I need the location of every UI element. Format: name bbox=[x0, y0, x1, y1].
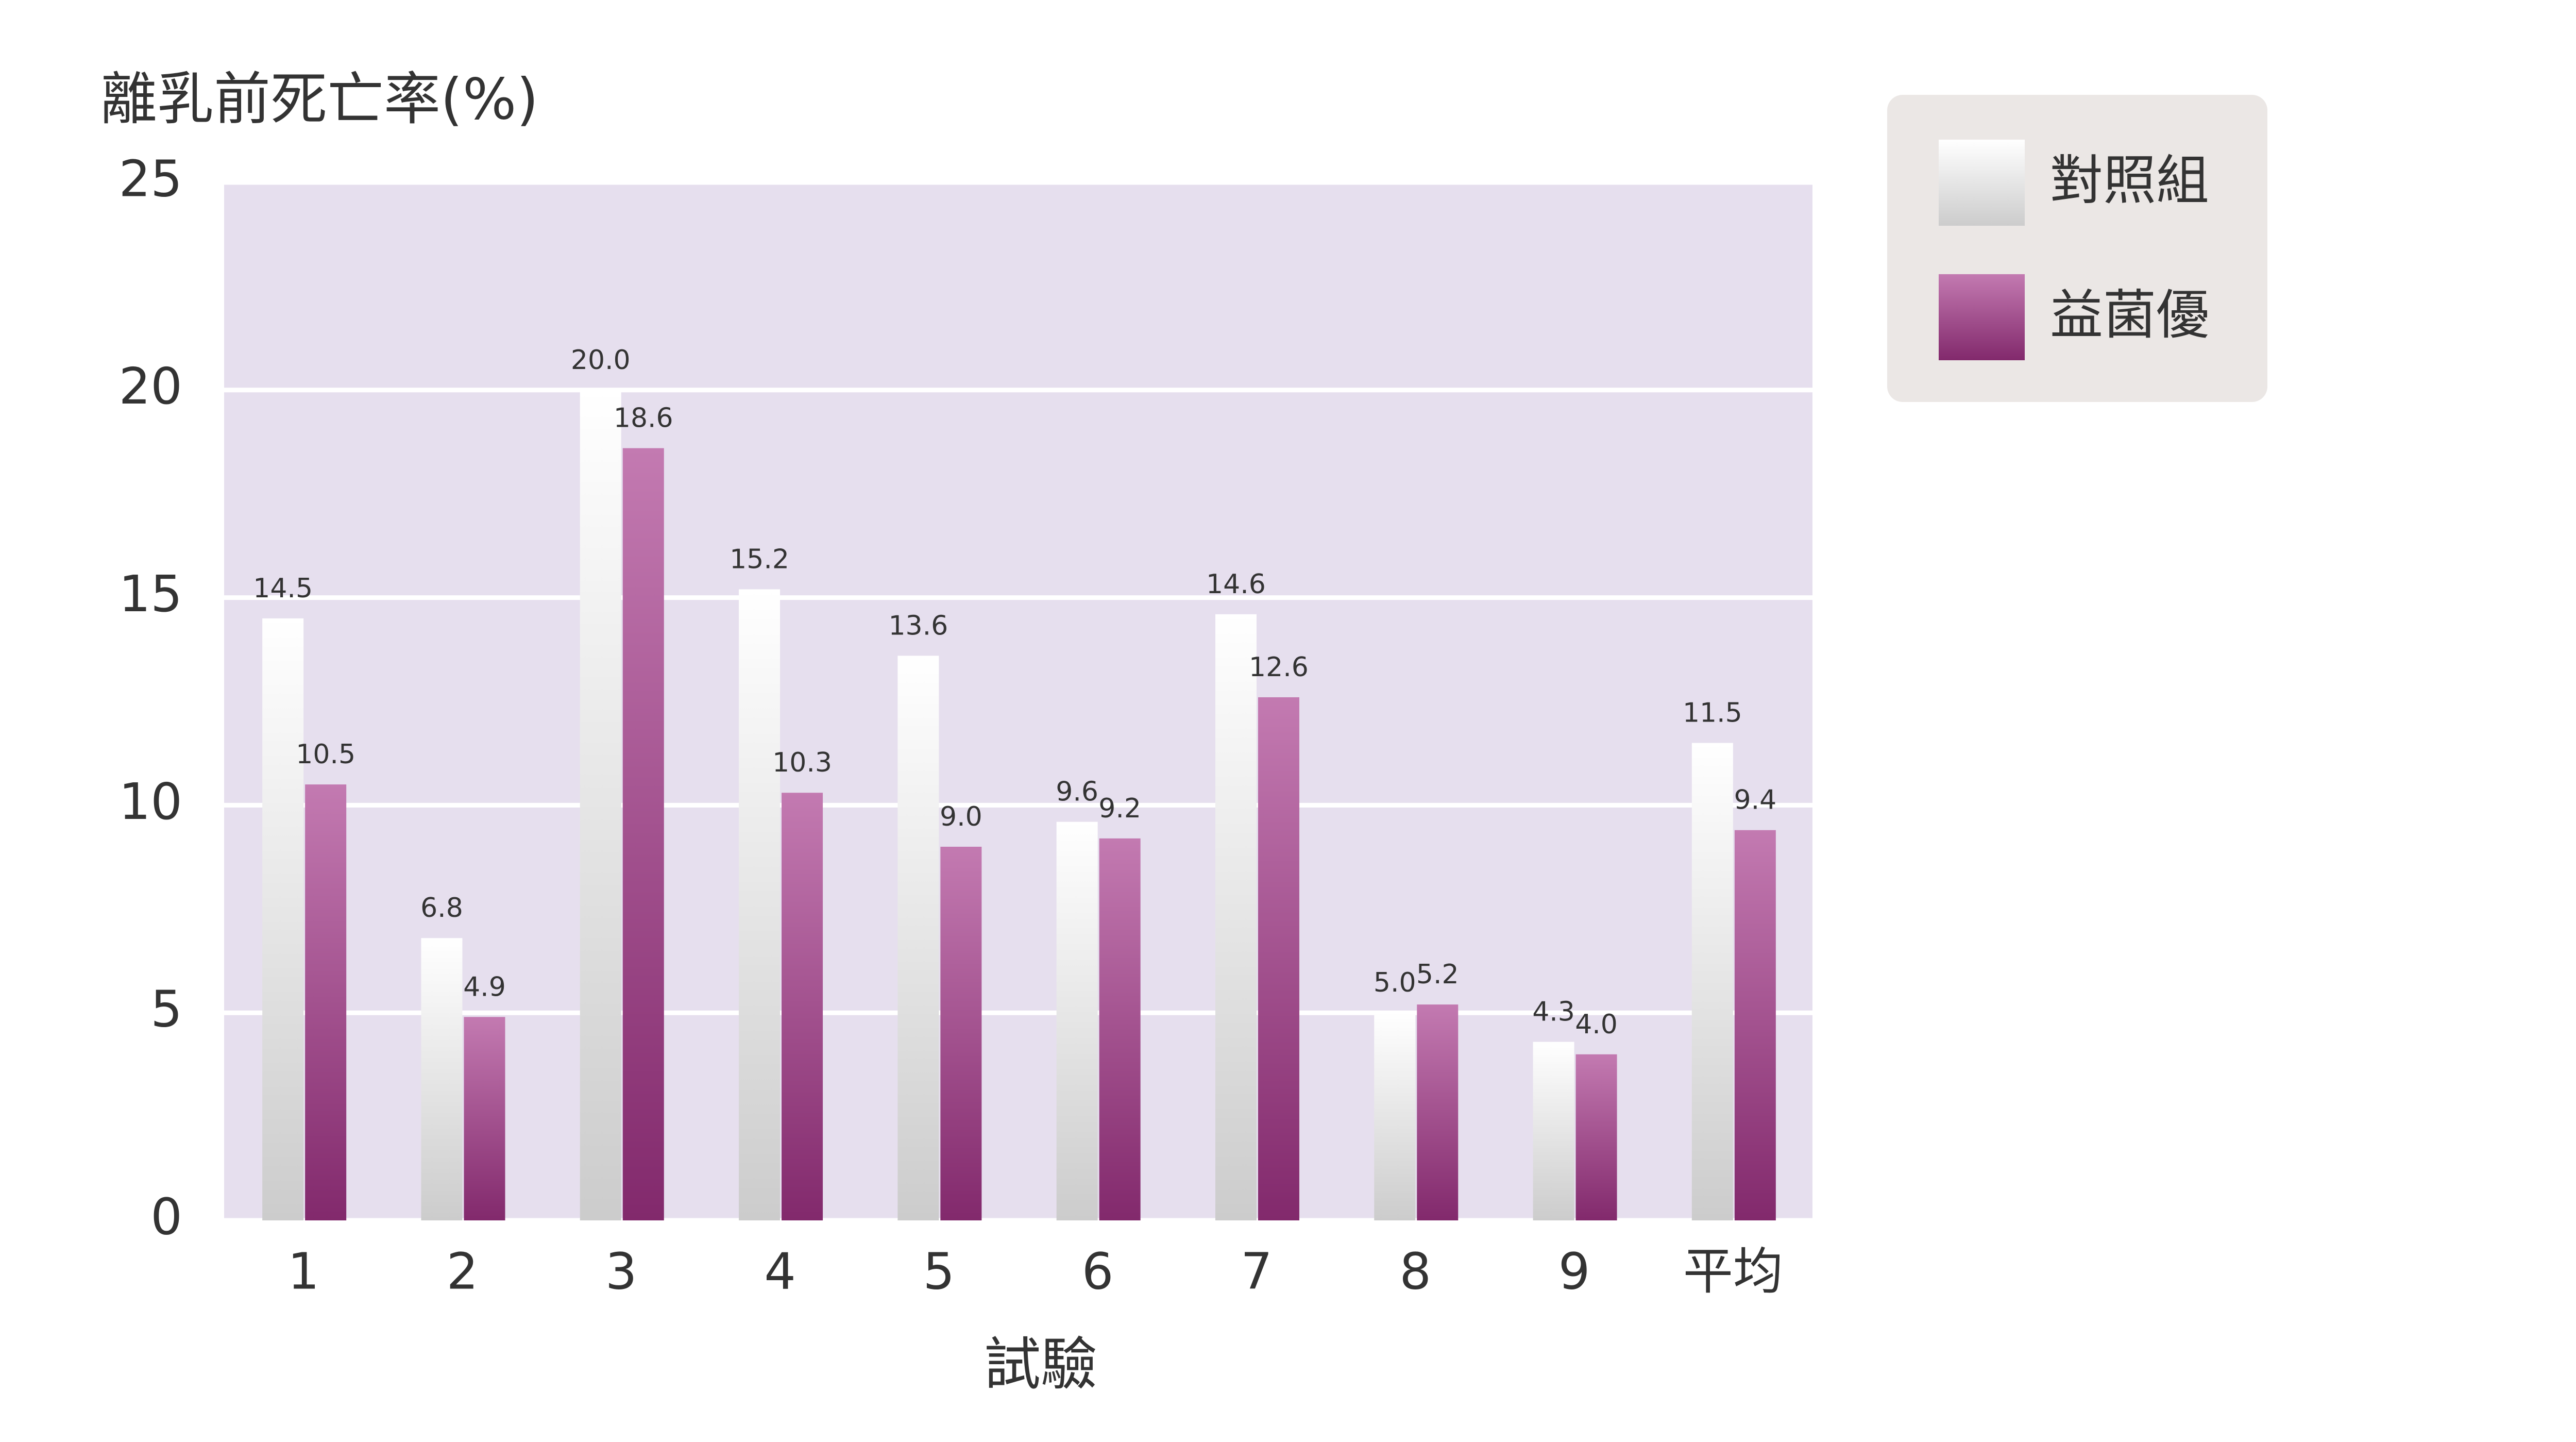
bar bbox=[305, 784, 347, 1220]
bar bbox=[940, 846, 982, 1220]
y-tick-label: 10 bbox=[119, 773, 182, 831]
value-label: 18.6 bbox=[614, 403, 673, 434]
x-tick-label: 9 bbox=[1558, 1242, 1590, 1300]
value-label: 14.5 bbox=[253, 573, 313, 604]
x-tick-label: 1 bbox=[287, 1242, 319, 1300]
x-tick-label: 7 bbox=[1241, 1242, 1273, 1300]
bar bbox=[1056, 821, 1098, 1220]
value-label: 9.2 bbox=[1098, 793, 1141, 824]
y-tick-label: 20 bbox=[119, 357, 182, 415]
value-label: 5.2 bbox=[1416, 959, 1459, 990]
y-tick-label: 15 bbox=[119, 565, 182, 623]
bar bbox=[1258, 697, 1299, 1220]
bar bbox=[897, 656, 939, 1220]
bar bbox=[1417, 1004, 1459, 1220]
y-tick-label: 5 bbox=[150, 980, 182, 1038]
value-label: 4.9 bbox=[463, 971, 506, 1002]
value-label: 12.6 bbox=[1249, 652, 1309, 683]
legend-label: 對照組 bbox=[2050, 149, 2209, 211]
bar bbox=[1099, 838, 1141, 1220]
bar bbox=[262, 618, 304, 1220]
x-tick-label: 8 bbox=[1399, 1242, 1431, 1300]
legend-swatch bbox=[1939, 274, 2025, 360]
y-tick-label: 25 bbox=[119, 149, 182, 208]
value-label: 20.0 bbox=[571, 345, 631, 376]
value-label: 9.6 bbox=[1056, 777, 1098, 808]
x-tick-label: 6 bbox=[1082, 1242, 1114, 1300]
bar bbox=[1734, 830, 1776, 1220]
bar bbox=[580, 390, 621, 1220]
y-tick-label: 0 bbox=[150, 1187, 182, 1246]
x-tick-label: 2 bbox=[447, 1242, 479, 1300]
value-label: 4.3 bbox=[1532, 997, 1575, 1028]
value-label: 6.8 bbox=[420, 893, 463, 924]
legend-swatch bbox=[1939, 140, 2025, 226]
value-label: 11.5 bbox=[1683, 698, 1742, 729]
bar bbox=[1215, 614, 1257, 1220]
x-tick-label: 平均 bbox=[1683, 1242, 1783, 1300]
chart-title: 離乳前死亡率(%) bbox=[100, 66, 538, 132]
value-label: 10.3 bbox=[772, 747, 832, 778]
bar bbox=[1533, 1042, 1574, 1220]
bar bbox=[1374, 1013, 1416, 1220]
x-axis-title: 試驗 bbox=[984, 1331, 1097, 1397]
x-tick-label: 5 bbox=[923, 1242, 955, 1300]
value-label: 10.5 bbox=[296, 739, 355, 770]
value-label: 9.0 bbox=[940, 801, 982, 832]
x-tick-label: 3 bbox=[605, 1242, 637, 1300]
value-label: 14.6 bbox=[1206, 569, 1266, 600]
bar bbox=[782, 793, 823, 1220]
value-label: 4.0 bbox=[1575, 1009, 1618, 1040]
value-label: 9.4 bbox=[1734, 785, 1776, 816]
bar bbox=[622, 448, 664, 1220]
x-tick-label: 4 bbox=[764, 1242, 796, 1300]
bar bbox=[1691, 743, 1733, 1220]
bar bbox=[421, 938, 463, 1220]
value-label: 5.0 bbox=[1374, 967, 1416, 998]
value-label: 15.2 bbox=[730, 544, 789, 575]
bar bbox=[1575, 1054, 1617, 1220]
legend-label: 益菌優 bbox=[2050, 284, 2209, 346]
value-label: 13.6 bbox=[888, 610, 948, 641]
bar bbox=[464, 1017, 505, 1220]
bar bbox=[739, 589, 781, 1220]
